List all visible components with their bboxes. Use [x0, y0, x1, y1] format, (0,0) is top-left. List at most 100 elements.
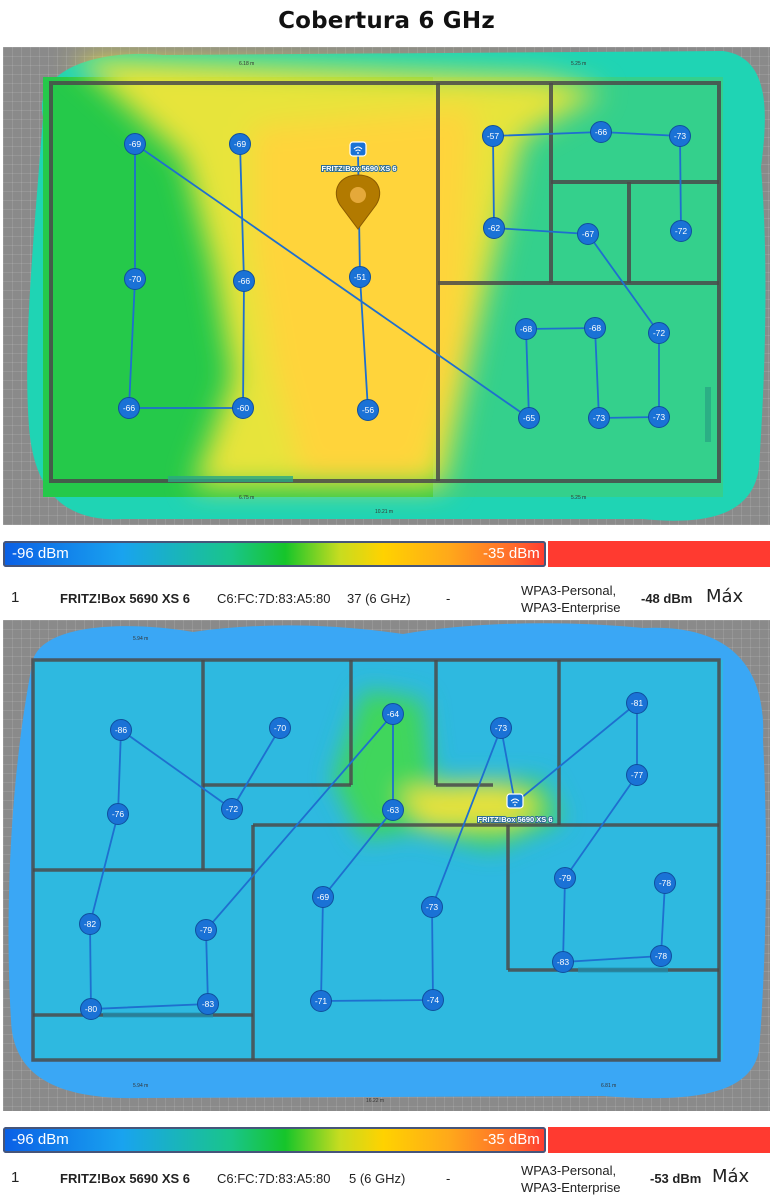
measurement-point[interactable]: -66	[590, 121, 612, 143]
measurement-value: -76	[112, 809, 125, 819]
measurement-point-circle	[482, 125, 504, 147]
network-security: WPA3-Personal, WPA3-Enterprise	[521, 583, 621, 615]
measurement-point-circle	[588, 407, 610, 429]
measurement-point-circle	[421, 896, 443, 918]
measurement-value: -56	[362, 405, 375, 415]
measurement-value: -72	[675, 226, 688, 236]
network-dash: -	[446, 1171, 451, 1186]
measurement-point[interactable]: -69	[124, 133, 146, 155]
measurement-point[interactable]: -83	[552, 951, 574, 973]
measurement-point[interactable]: -68	[584, 317, 606, 339]
measurement-point[interactable]: -71	[310, 990, 332, 1012]
measurement-point-circle	[80, 998, 102, 1020]
measurement-point[interactable]: -82	[79, 913, 101, 935]
measurement-point-circle	[312, 886, 334, 908]
measurement-point[interactable]: -64	[382, 703, 404, 725]
measurement-point[interactable]: -70	[269, 717, 291, 739]
measurement-point[interactable]: -69	[312, 886, 334, 908]
svg-text:6.18 m: 6.18 m	[239, 61, 254, 67]
measurement-point[interactable]: -73	[421, 896, 443, 918]
measurement-value: -69	[234, 139, 247, 149]
measurement-point[interactable]: -72	[648, 322, 670, 344]
network-name: FRITZ!Box 5690 XS 6	[60, 1171, 191, 1186]
measurement-point-circle	[650, 945, 672, 967]
measurement-point-circle	[670, 220, 692, 242]
network-signal: -48 dBm	[641, 591, 693, 606]
measurement-value: -73	[593, 413, 606, 423]
measurement-point[interactable]: -73	[490, 717, 512, 739]
network-channel: 37 (6 GHz)	[347, 591, 411, 606]
measurement-point-circle	[124, 268, 146, 290]
measurement-point[interactable]: -67	[577, 223, 599, 245]
measurement-point[interactable]: -51	[349, 266, 371, 288]
measurement-point-circle	[515, 318, 537, 340]
svg-text:6.75 m: 6.75 m	[239, 495, 254, 501]
measurement-point[interactable]: -73	[669, 125, 691, 147]
measurement-point[interactable]: -76	[107, 803, 129, 825]
measurement-point-circle	[669, 125, 691, 147]
measurement-point[interactable]: -66	[118, 397, 140, 419]
measurement-point[interactable]: -65	[518, 407, 540, 429]
coverage-heatmap-floor-1[interactable]: 6.18 m 5.25 m 6.75 m 5.25 m 10.21 m FRIT…	[3, 47, 770, 525]
measurement-value: -51	[354, 272, 367, 282]
measurement-point[interactable]: -66	[233, 270, 255, 292]
coverage-heatmap-floor-2[interactable]: 5.94 m 5.94 m 6.81 m 16.22 m FRITZ!Box 5…	[3, 620, 770, 1111]
measurement-point[interactable]: -63	[382, 799, 404, 821]
measurement-point[interactable]: -78	[650, 945, 672, 967]
legend-gradient	[3, 1127, 546, 1153]
router-marker[interactable]: FRITZ!Box 5690 XS 6	[476, 793, 554, 825]
measurement-point[interactable]: -79	[554, 867, 576, 889]
svg-text:FRITZ!Box 5690 XS 6: FRITZ!Box 5690 XS 6	[321, 164, 396, 173]
svg-text:5.94 m: 5.94 m	[133, 636, 148, 642]
measurement-point[interactable]: -62	[483, 217, 505, 239]
measurement-point[interactable]: -72	[670, 220, 692, 242]
measurement-point[interactable]: -60	[232, 397, 254, 419]
measurement-value: -70	[274, 723, 287, 733]
measurement-point[interactable]: -77	[626, 764, 648, 786]
network-row-2[interactable]: 1 FRITZ!Box 5690 XS 6 C6:FC:7D:83:A5:80 …	[0, 1160, 773, 1200]
measurement-point[interactable]: -83	[197, 993, 219, 1015]
measurement-point[interactable]: -79	[195, 919, 217, 941]
measurement-value: -79	[200, 925, 213, 935]
measurement-value: -65	[523, 413, 536, 423]
measurement-value: -62	[488, 223, 501, 233]
measurement-point[interactable]: -70	[124, 268, 146, 290]
measurement-point[interactable]: -81	[626, 692, 648, 714]
measurement-point[interactable]: -57	[482, 125, 504, 147]
measurement-point[interactable]: -78	[654, 872, 676, 894]
measurement-point-circle	[269, 717, 291, 739]
measurement-point[interactable]: -73	[588, 407, 610, 429]
router-marker[interactable]: FRITZ!Box 5690 XS 6	[320, 141, 398, 230]
measurement-point[interactable]: -74	[422, 989, 444, 1011]
measurement-value: -68	[520, 324, 533, 334]
row-index: 1	[11, 1169, 20, 1186]
measurement-point[interactable]: -68	[515, 318, 537, 340]
measurement-point-circle	[221, 798, 243, 820]
measurement-value: -80	[85, 1004, 98, 1014]
measurement-value: -86	[115, 725, 128, 735]
page-title: Cobertura 6 GHz	[278, 8, 495, 34]
measurement-point[interactable]: -80	[80, 998, 102, 1020]
measurement-point[interactable]: -86	[110, 719, 132, 741]
measurement-point-circle	[554, 867, 576, 889]
measurement-value: -78	[655, 951, 668, 961]
measurement-value: -73	[426, 902, 439, 912]
measurement-value: -67	[582, 229, 595, 239]
measurement-point[interactable]: -69	[229, 133, 251, 155]
legend-over-range	[548, 1127, 770, 1153]
measurement-point[interactable]: -73	[648, 406, 670, 428]
measurement-point-circle	[232, 397, 254, 419]
network-row-1[interactable]: 1 FRITZ!Box 5690 XS 6 C6:FC:7D:83:A5:80 …	[0, 580, 773, 620]
measurement-point-circle	[233, 270, 255, 292]
measurement-point-circle	[382, 703, 404, 725]
measurement-point-circle	[654, 872, 676, 894]
measurement-point-circle	[229, 133, 251, 155]
measurement-point-circle	[590, 121, 612, 143]
measurement-point-circle	[626, 692, 648, 714]
measurement-point[interactable]: -56	[357, 399, 379, 421]
floorplan-windows	[168, 387, 711, 482]
network-mac: C6:FC:7D:83:A5:80	[217, 1171, 331, 1186]
measurement-point-circle	[349, 266, 371, 288]
measurement-point[interactable]: -72	[221, 798, 243, 820]
measurement-point-circle	[124, 133, 146, 155]
